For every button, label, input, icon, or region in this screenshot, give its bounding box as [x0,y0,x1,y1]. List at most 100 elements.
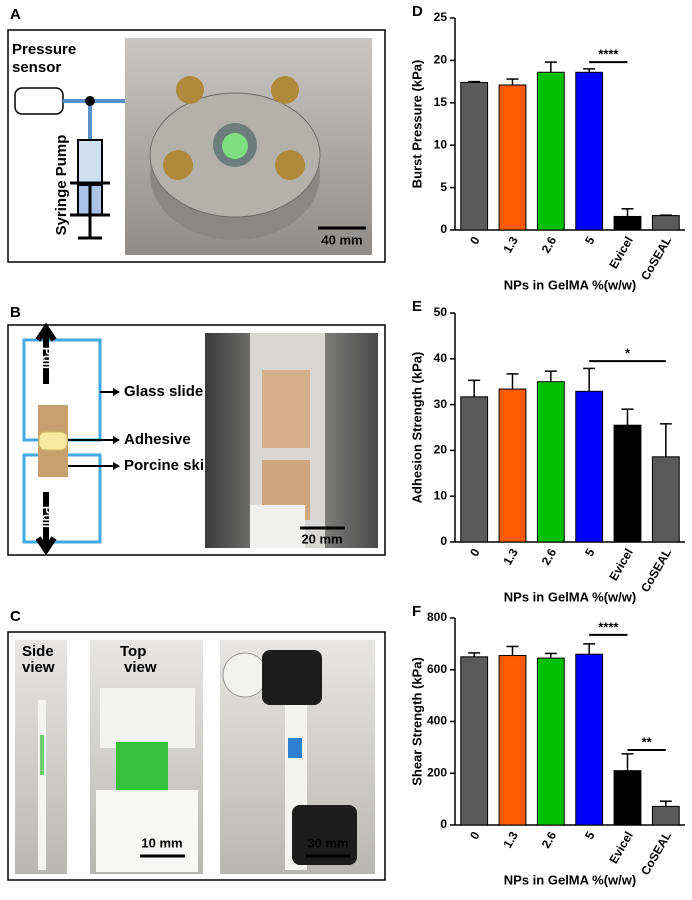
bar [575,653,604,826]
panel-label: A [10,6,21,23]
x-tick-label: 0 [467,829,483,842]
x-tick-label: 0 [467,546,483,559]
bar [575,71,604,231]
x-tick-label: 0 [467,234,483,247]
panel-label: B [10,304,21,321]
photo-screw [176,76,204,104]
y-tick-label: 10 [434,488,448,502]
x-axis-label: NPs in GelMA %(w/w) [504,872,636,887]
photo-sample [116,742,168,792]
photo-clamp [250,505,305,548]
x-tick-label: 2.6 [539,546,560,568]
panel-b: B Pull Pull Glass slide Adhesive Porcine… [7,304,386,556]
bar [536,381,565,543]
bar [498,84,527,231]
bar [575,390,604,543]
y-tick-label: 0 [440,817,447,831]
scale-label: 10 mm [141,835,182,850]
y-axis-label: Shear Strength (kPa) [409,657,424,786]
bar [460,396,489,543]
y-tick-label: 0 [440,222,447,236]
x-tick-label: 1.3 [500,546,521,568]
photo-screw [271,76,299,104]
photo-sample [222,133,248,159]
y-axis-label: Adhesion Strength (kPa) [409,352,424,504]
x-tick-label: CoSEAL [638,829,674,878]
y-tick-label: 800 [427,610,447,624]
x-tick-label: Evicel [606,829,635,866]
bar [651,215,680,231]
y-tick-label: 400 [427,714,447,728]
y-tick-label: 50 [434,305,448,319]
bar [460,656,489,826]
x-tick-label: 5 [582,546,598,559]
bar [651,456,680,543]
significance-label: **** [598,619,619,634]
junction [85,96,95,106]
plunger [70,181,110,240]
photo-grip [262,650,322,705]
pull-label: Pull [40,347,54,369]
bar [651,805,680,826]
x-tick-label: CoSEAL [638,546,674,595]
x-axis-label: NPs in GelMA %(w/w) [504,589,636,604]
adhesive-label: Adhesive [124,431,191,448]
bar [536,71,565,231]
panel-label: C [10,608,21,625]
x-tick-label: Evicel [606,234,635,271]
side-label: view [22,659,55,676]
photo-roller [222,652,268,698]
pump-label: Syringe Pump [53,135,70,236]
photo-sample [40,735,44,775]
pull-arrow [35,322,57,556]
x-tick-label: Evicel [606,546,635,583]
significance-label: * [625,346,631,361]
side-label: Side [22,643,54,660]
sensor-label: sensor [12,59,61,76]
adhesive [38,431,68,451]
bar [536,657,565,826]
photo-foam [96,790,198,872]
panel-label: D [412,3,423,20]
y-tick-label: 10 [434,137,448,151]
y-tick-label: 15 [434,95,448,109]
y-tick-label: 40 [434,351,448,365]
bar [498,655,527,826]
panel-a: A Pressure sensor Syringe Pump 40 mm [7,6,386,263]
x-tick-label: 5 [582,234,598,247]
x-tick-label: 1.3 [500,829,521,851]
x-tick-label: CoSEAL [638,234,674,283]
y-tick-label: 20 [434,53,448,67]
photo-screw [275,150,305,180]
scale-label: 30 mm [307,835,348,850]
x-tick-label: 2.6 [539,234,560,256]
photo-skin [262,370,310,448]
top-label: Top [120,643,146,660]
bar [613,770,642,826]
x-axis-label: NPs in GelMA %(w/w) [504,277,636,292]
panel-label: F [412,603,421,620]
y-axis-label: Burst Pressure (kPa) [409,60,424,189]
y-tick-label: 25 [434,10,448,24]
panel-c: C Side view Top view 10 mm 30 mm [7,608,386,881]
y-tick-label: 20 [434,443,448,457]
bar [460,81,489,231]
y-tick-label: 5 [440,180,447,194]
photo-foam [100,688,195,748]
significance-label: **** [598,47,619,62]
sensor-icon [14,87,64,115]
photo-sample [288,738,302,758]
top-label: view [124,659,157,676]
scale-label: 20 mm [301,531,342,546]
y-tick-label: 0 [440,534,447,548]
bar [613,215,642,231]
x-tick-label: 5 [582,829,598,842]
significance-label: ** [642,734,653,749]
glass-label: Glass slide [124,383,203,400]
photo-screw [163,150,193,180]
pull-label: Pull [40,506,54,528]
photo-grip [292,805,357,865]
photo-strip [38,700,46,870]
y-tick-label: 30 [434,397,448,411]
